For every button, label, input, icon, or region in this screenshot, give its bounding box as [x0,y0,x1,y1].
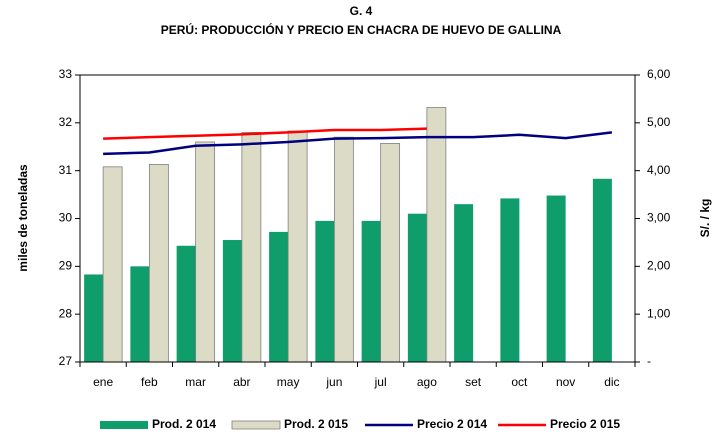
x-tick-label: set [465,375,482,389]
y-tick-label: 30 [59,211,73,225]
y2-tick-label: 2,00 [647,259,671,273]
y-tick-label: 31 [59,163,73,177]
legend-label: Prod. 2 015 [284,417,348,431]
y-tick-label: 27 [59,354,73,368]
chart-title: G. 4 [350,4,373,18]
legend-swatch [231,420,281,430]
x-tick-label: oct [511,375,528,389]
legend-label: Precio 2 015 [550,417,620,431]
chart-subtitle: PERÚ: PRODUCCIÓN Y PRECIO EN CHACRA DE H… [161,22,562,37]
y-tick-label: 28 [59,306,73,320]
legend-label: Precio 2 014 [417,417,487,431]
bar [546,195,566,362]
x-tick-label: ago [417,375,437,389]
bar [148,164,169,363]
x-tick-label: abr [233,375,250,389]
bar [407,213,427,362]
bar [592,178,612,362]
bar [176,245,196,362]
bar [287,130,308,363]
bar [269,231,289,362]
bar [380,143,401,363]
bar [84,274,104,362]
bar [333,136,354,363]
line [103,131,613,156]
bar [195,141,216,363]
y-tick-label: 33 [59,67,73,81]
y2-tick-label: 5,00 [647,115,671,129]
legend-label: Prod. 2 014 [152,417,216,431]
y2-tick-label: 6,00 [647,67,671,81]
x-tick-label: ene [93,375,113,389]
bar [241,131,262,363]
y-axis-label: miles de toneladas [16,164,30,272]
bar [500,198,520,362]
bar [426,107,447,363]
x-tick-label: feb [141,375,158,389]
x-tick-label: jul [374,375,387,389]
x-tick-label: mar [185,375,206,389]
bar [222,240,242,362]
plot-frame [79,74,636,363]
x-tick-label: may [277,375,300,389]
bar [361,220,381,362]
line [103,127,427,140]
y-tick-label: 29 [59,259,73,273]
x-tick-label: nov [556,375,575,389]
bar [315,220,335,362]
y2-tick-label: 1,00 [647,306,671,320]
legend-swatch [100,421,148,429]
x-tick-label: jun [325,375,342,389]
y2-tick-label: 3,00 [647,211,671,225]
bar [454,204,474,362]
bar [130,266,150,362]
y2-tick-label: - [647,354,651,368]
bar [102,166,123,363]
y2-tick-label: 4,00 [647,163,671,177]
y2-axis-label: S/. / kg [698,199,712,238]
y-tick-label: 32 [59,115,73,129]
x-tick-label: dic [604,375,619,389]
